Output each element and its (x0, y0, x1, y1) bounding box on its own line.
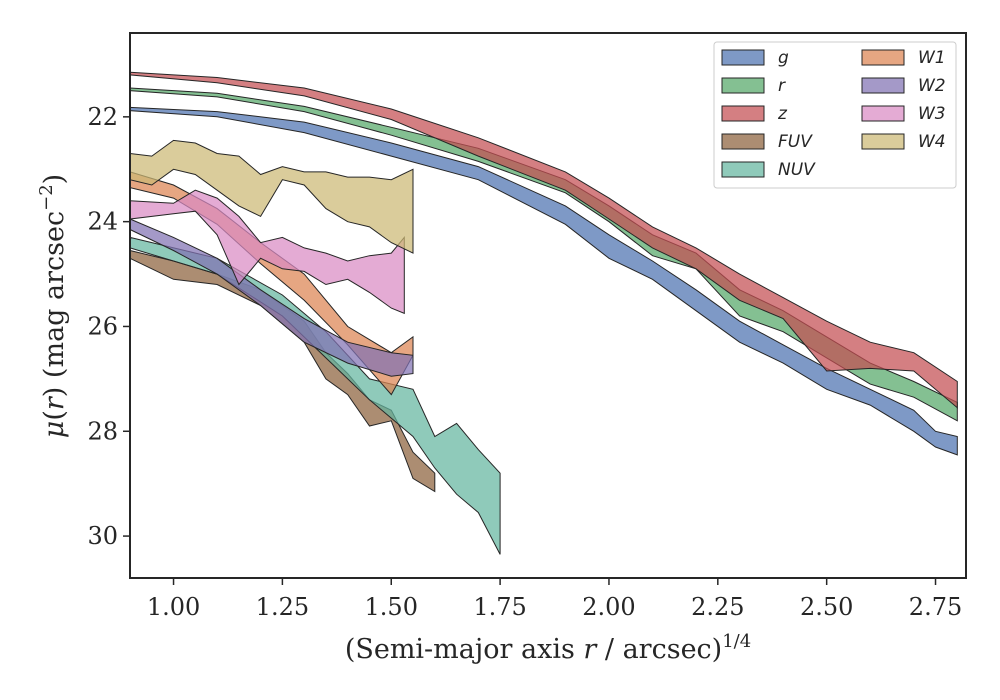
legend-swatch-W1 (861, 49, 905, 66)
band-z (129, 71, 958, 409)
legend-label-W3: W3 (918, 104, 946, 124)
legend-swatch-W3 (861, 105, 905, 122)
x-tick-label: 1.25 (256, 593, 309, 621)
y-tick-label: 30 (87, 522, 118, 550)
legend-label-FUV: FUV (778, 132, 813, 152)
y-tick-label: 26 (87, 312, 118, 340)
band-W3 (129, 189, 405, 315)
legend-swatch-NUV (721, 161, 765, 178)
x-tick-label: 2.50 (800, 593, 853, 621)
legend-label-NUV: NUV (778, 160, 816, 180)
y-axis-ticks: 22 24 26 28 30 (87, 103, 130, 550)
legend-swatch-W4 (861, 133, 905, 150)
plot-frame (129, 32, 967, 579)
x-tick-label: 1.50 (365, 593, 418, 621)
legend-label-W4: W4 (918, 132, 946, 152)
y-tick-label: 24 (87, 208, 118, 236)
chart-bands (129, 71, 958, 555)
x-tick-label: 1.00 (147, 593, 200, 621)
x-tick-label: 2.75 (909, 593, 962, 621)
legend-label-W1: W1 (918, 48, 946, 68)
legend-label-r: r (778, 76, 786, 96)
x-axis-ticks: 1.00 1.25 1.50 1.75 2.00 2.25 2.50 2.75 (147, 578, 962, 621)
band-NUV (129, 236, 501, 555)
legend: grz FUV NUV W1 W2 W3 W4 (713, 41, 957, 189)
y-axis-label: μ(r) (mag arcsec−2) (36, 174, 70, 438)
legend-swatch-r (721, 77, 765, 94)
band-g (129, 106, 958, 456)
legend-label-W2: W2 (918, 76, 946, 96)
legend-swatch-g (721, 49, 765, 66)
y-tick-label: 28 (87, 417, 118, 445)
x-tick-label: 2.25 (691, 593, 744, 621)
band-W2 (129, 218, 414, 377)
x-tick-label: 1.75 (473, 593, 526, 621)
legend-label-z: z (777, 104, 788, 124)
x-tick-label: 2.00 (582, 593, 635, 621)
band-W4 (129, 139, 414, 254)
legend-label-g: g (778, 48, 789, 68)
y-tick-label: 22 (87, 103, 118, 131)
legend-swatch-FUV (721, 133, 765, 150)
x-axis-label: (Semi-major axis r / arcsec)1/4 (345, 631, 751, 665)
legend-swatch-W2 (861, 77, 905, 94)
legend-swatch-z (721, 105, 765, 122)
